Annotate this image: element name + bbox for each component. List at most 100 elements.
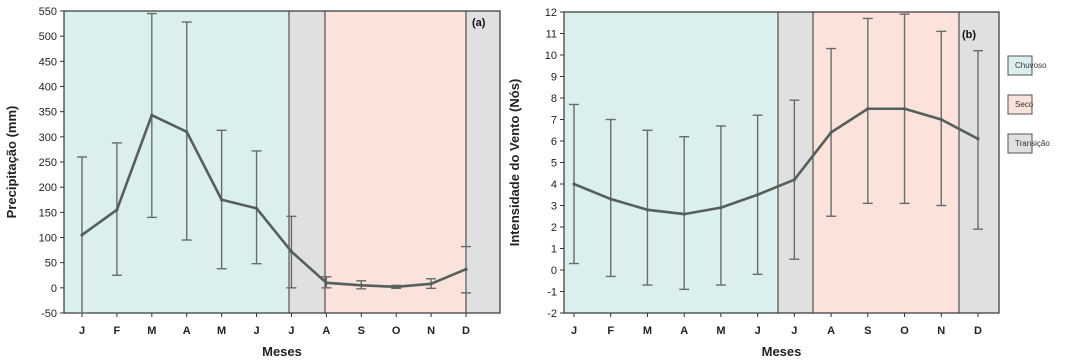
y-tick-label: 1: [551, 244, 557, 256]
x-tick-label: M: [716, 325, 725, 337]
data-point: [359, 283, 363, 287]
data-point: [150, 113, 154, 117]
x-tick-label: M: [643, 325, 652, 337]
y-tick-label: 6: [551, 136, 557, 148]
series-line: [81, 113, 467, 289]
data-point: [792, 178, 796, 182]
y-tick-label: 350: [39, 107, 57, 119]
y-tick-label: 400: [39, 82, 57, 94]
x-tick-label: S: [358, 325, 365, 337]
data-point: [682, 212, 686, 216]
data-point: [756, 193, 760, 197]
x-tick-label: F: [607, 325, 614, 337]
legend-swatch-rainy: [1007, 55, 1033, 76]
x-tick-label: A: [680, 325, 688, 337]
y-tick-label: 12: [545, 7, 557, 19]
season-band-rainy: [564, 12, 778, 313]
series-line: [573, 107, 979, 216]
data-point: [939, 117, 943, 122]
x-tick-label: N: [937, 325, 945, 337]
y-tick-label: 10: [545, 50, 557, 62]
legend-label: Chuvoso: [1015, 61, 1047, 70]
y-tick-label: 450: [39, 56, 57, 68]
season-band-transition: [466, 11, 500, 313]
season-legend: Chuvoso Seco Transição: [1007, 55, 1050, 154]
season-band-rainy: [64, 11, 289, 313]
data-point: [115, 208, 119, 212]
x-tick-label: A: [322, 325, 330, 337]
y-tick-label: 300: [39, 132, 57, 144]
y-tick-label: 9: [551, 72, 557, 84]
data-point: [866, 107, 870, 111]
y-tick-label: 150: [39, 207, 57, 219]
y-tick-label: 250: [39, 157, 57, 169]
x-tick-label: A: [183, 325, 191, 337]
data-point: [976, 137, 980, 141]
x-tick-label: A: [827, 325, 835, 337]
season-band-dry: [325, 11, 466, 313]
data-point: [829, 130, 833, 134]
y-tick-label: 0: [51, 283, 57, 295]
season-band-dry: [813, 12, 959, 313]
data-point: [572, 182, 576, 186]
data-point: [185, 130, 189, 134]
panel-label: (b): [962, 29, 976, 41]
y-tick-label: -2: [547, 308, 557, 320]
data-point: [429, 282, 433, 286]
y-tick-label: 100: [39, 233, 57, 245]
y-tick-label: 11: [546, 29, 557, 41]
y-tick-label: 3: [551, 201, 557, 213]
data-point: [254, 206, 259, 210]
y-tick-label: 500: [39, 31, 57, 43]
data-point: [645, 208, 650, 212]
x-tick-label: O: [900, 325, 909, 337]
y-tick-label: -50: [41, 308, 57, 320]
data-point: [609, 197, 613, 201]
y-tick-label: 8: [551, 93, 557, 105]
legend-swatch-transition: [1007, 133, 1033, 154]
x-tick-label: S: [864, 325, 871, 337]
data-point: [220, 198, 224, 202]
data-point: [324, 281, 328, 285]
x-axis-label: Meses: [762, 344, 802, 359]
chart-precipitation: -50 0 50 100 150 200 250 300 350 400 450 500 550 J F M A…: [4, 6, 501, 359]
y-tick-label: 5: [551, 158, 557, 170]
season-band-transition: [959, 12, 999, 313]
y-axis-label: Precipitação (mm): [4, 106, 19, 219]
legend-swatch-dry: [1007, 94, 1033, 115]
x-tick-label: J: [288, 325, 294, 337]
x-tick-label: O: [392, 325, 401, 337]
panel-label: (a): [472, 17, 486, 29]
data-point: [902, 107, 907, 111]
x-tick-label: J: [571, 325, 577, 337]
y-tick-label: 550: [39, 6, 57, 18]
x-tick-label: M: [217, 325, 226, 337]
x-tick-label: D: [974, 325, 982, 337]
x-tick-label: M: [147, 325, 156, 337]
x-tick-label: J: [791, 325, 797, 337]
y-tick-label: 0: [551, 265, 557, 277]
y-tick-label: 2: [551, 222, 557, 234]
x-tick-label: J: [755, 325, 761, 337]
data-point: [394, 285, 398, 289]
data-point: [464, 267, 468, 271]
x-tick-label: J: [79, 325, 85, 337]
legend-label: Seco: [1015, 100, 1034, 109]
x-tick-label: N: [427, 325, 435, 337]
x-tick-label: F: [114, 325, 121, 337]
x-tick-label: D: [462, 325, 470, 337]
legend-label: Transição: [1015, 139, 1050, 148]
season-band-transition: [289, 11, 325, 313]
data-point: [80, 233, 84, 237]
x-tick-label: J: [253, 325, 259, 337]
y-tick-label: 200: [39, 182, 57, 194]
data-point: [289, 249, 294, 254]
y-axis-label: Intensidade do Vento (Nós): [507, 79, 522, 247]
data-point: [719, 206, 723, 210]
y-tick-label: 7: [551, 115, 557, 127]
y-tick-label: 4: [551, 179, 557, 191]
x-axis-label: Meses: [262, 344, 302, 359]
y-tick-label: -1: [547, 287, 557, 299]
